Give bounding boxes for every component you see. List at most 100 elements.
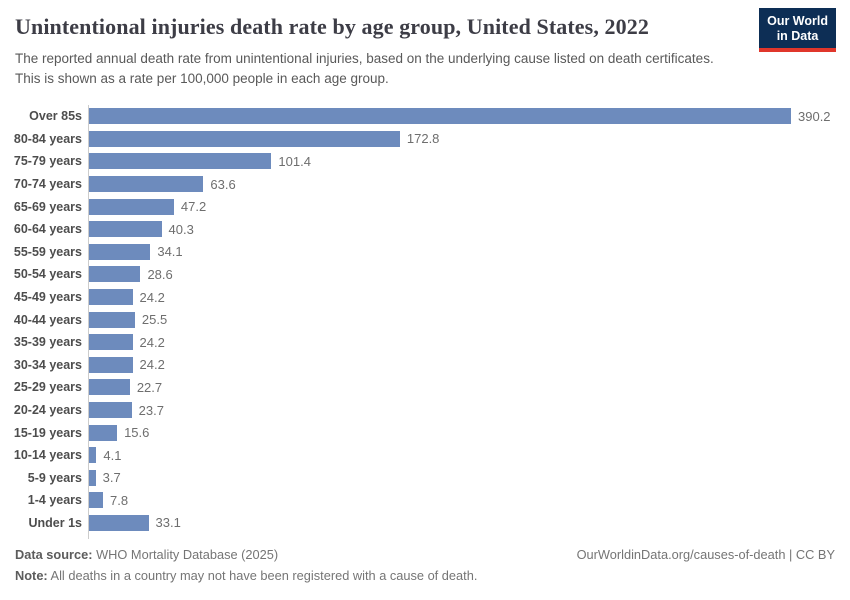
bar-row: Under 1s 33.1 xyxy=(0,512,850,535)
bar-track: 24.2 xyxy=(89,331,850,354)
category-label: 70-74 years xyxy=(13,177,82,192)
bar-track: 40.3 xyxy=(89,218,850,241)
value-label: 3.7 xyxy=(102,470,121,486)
value-label: 24.2 xyxy=(139,334,165,350)
bar xyxy=(89,424,118,441)
bar-row: 45-49 years 24.2 xyxy=(0,286,850,309)
category-label: 80-84 years xyxy=(13,131,82,146)
chart-footer: Data source: WHO Mortality Database (202… xyxy=(15,544,835,586)
bar-track: 15.6 xyxy=(89,421,850,444)
bar-row: 60-64 years 40.3 xyxy=(0,218,850,241)
value-label: 34.1 xyxy=(157,244,183,260)
bar xyxy=(89,289,133,306)
bar-row: 55-59 years 34.1 xyxy=(0,241,850,264)
category-label: 55-59 years xyxy=(13,244,82,259)
value-label: 47.2 xyxy=(180,199,207,215)
bar xyxy=(89,402,132,419)
bar-track: 33.1 xyxy=(89,512,850,535)
bar-row: 40-44 years 25.5 xyxy=(0,308,850,331)
value-label: 172.8 xyxy=(406,131,440,147)
bar-track: 390.2 xyxy=(89,105,850,128)
bar-row: 35-39 years 24.2 xyxy=(0,331,850,354)
data-source: Data source: WHO Mortality Database (202… xyxy=(15,544,278,565)
footer-line-1: Data source: WHO Mortality Database (202… xyxy=(15,544,835,565)
owid-logo-line1: Our World xyxy=(767,14,828,28)
value-label: 24.2 xyxy=(139,289,165,305)
bar xyxy=(89,447,97,464)
category-label: 60-64 years xyxy=(13,222,82,237)
bar-chart: Over 85s 390.2 80-84 years 172.8 75-79 years… xyxy=(0,105,850,539)
value-label: 40.3 xyxy=(168,221,194,237)
value-label: 63.6 xyxy=(210,176,236,192)
bar-rows: Over 85s 390.2 80-84 years 172.8 75-79 years… xyxy=(0,105,850,534)
bar xyxy=(89,243,151,260)
category-label: 10-14 years xyxy=(13,448,82,463)
bar-track: 24.2 xyxy=(89,286,850,309)
bar-row: 1-4 years 7.8 xyxy=(0,489,850,512)
bar xyxy=(89,176,204,193)
bar-track: 22.7 xyxy=(89,376,850,399)
note-value: All deaths in a country may not have bee… xyxy=(47,568,478,583)
category-label: 45-49 years xyxy=(13,290,82,305)
bar-track: 3.7 xyxy=(89,467,850,490)
category-label: 25-29 years xyxy=(13,380,82,395)
bar xyxy=(89,356,133,373)
value-label: 28.6 xyxy=(147,266,173,282)
value-label: 390.2 xyxy=(798,108,831,124)
category-label: 35-39 years xyxy=(13,335,82,350)
data-source-label: Data source: xyxy=(15,547,93,562)
bar xyxy=(89,311,135,328)
bar-row: 20-24 years 23.7 xyxy=(0,399,850,422)
value-label: 24.2 xyxy=(139,357,165,373)
bar-track: 63.6 xyxy=(89,173,850,196)
bar xyxy=(89,221,162,238)
value-label: 25.5 xyxy=(141,312,168,328)
bar-row: 15-19 years 15.6 xyxy=(0,421,850,444)
bar xyxy=(89,334,133,351)
bar-track: 25.5 xyxy=(89,308,850,331)
category-label: 50-54 years xyxy=(13,267,82,282)
bar xyxy=(89,379,130,396)
value-label: 33.1 xyxy=(155,515,181,531)
bar-row: 10-14 years 4.1 xyxy=(0,444,850,467)
bar xyxy=(89,153,272,170)
data-source-value: WHO Mortality Database (2025) xyxy=(92,547,279,562)
value-label: 15.6 xyxy=(124,425,150,441)
category-label: 20-24 years xyxy=(13,403,82,418)
value-label: 23.7 xyxy=(138,402,164,418)
bar-row: 5-9 years 3.7 xyxy=(0,467,850,490)
bar-row: Over 85s 390.2 xyxy=(0,105,850,128)
bar-row: 80-84 years 172.8 xyxy=(0,128,850,151)
category-label: 5-9 years xyxy=(27,470,82,485)
bar-track: 47.2 xyxy=(89,195,850,218)
bar-track: 4.1 xyxy=(89,444,850,467)
attribution-link[interactable]: OurWorldinData.org/causes-of-death | CC … xyxy=(576,547,835,562)
bar xyxy=(89,198,174,215)
category-label: 40-44 years xyxy=(13,312,82,327)
bar xyxy=(89,108,791,125)
bar-row: 25-29 years 22.7 xyxy=(0,376,850,399)
bar-row: 75-79 years 101.4 xyxy=(0,150,850,173)
bar-row: 50-54 years 28.6 xyxy=(0,263,850,286)
y-axis-line xyxy=(88,105,89,539)
bar xyxy=(89,514,149,531)
bar-row: 65-69 years 47.2 xyxy=(0,195,850,218)
bar-track: 7.8 xyxy=(89,489,850,512)
footer-note: Note: All deaths in a country may not ha… xyxy=(15,565,835,586)
chart-title: Unintentional injuries death rate by age… xyxy=(15,14,649,39)
chart-subtitle: The reported annual death rate from unin… xyxy=(15,51,714,86)
bar-track: 24.2 xyxy=(89,354,850,377)
bar-track: 28.6 xyxy=(89,263,850,286)
bar-row: 30-34 years 24.2 xyxy=(0,354,850,377)
bar-row: 70-74 years 63.6 xyxy=(0,173,850,196)
category-label: 15-19 years xyxy=(13,425,82,440)
owid-logo[interactable]: Our World in Data xyxy=(759,8,836,52)
bar xyxy=(89,492,104,509)
bar xyxy=(89,266,141,283)
category-label: Over 85s xyxy=(29,109,82,124)
value-label: 4.1 xyxy=(103,447,122,463)
category-label: 65-69 years xyxy=(13,199,82,214)
bar xyxy=(89,469,96,486)
bar-track: 101.4 xyxy=(89,150,850,173)
